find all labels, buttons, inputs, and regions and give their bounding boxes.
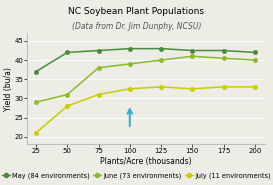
Text: NC Soybean Plant Populations: NC Soybean Plant Populations bbox=[69, 7, 204, 16]
X-axis label: Plants/Acre (thousands): Plants/Acre (thousands) bbox=[100, 157, 192, 166]
Text: (Data from Dr. Jim Dunphy, NCSU): (Data from Dr. Jim Dunphy, NCSU) bbox=[72, 22, 201, 31]
Legend: May (84 environments), June (73 environments), July (11 environments): May (84 environments), June (73 environm… bbox=[0, 170, 273, 182]
Y-axis label: Yield (bu/a): Yield (bu/a) bbox=[4, 67, 13, 111]
